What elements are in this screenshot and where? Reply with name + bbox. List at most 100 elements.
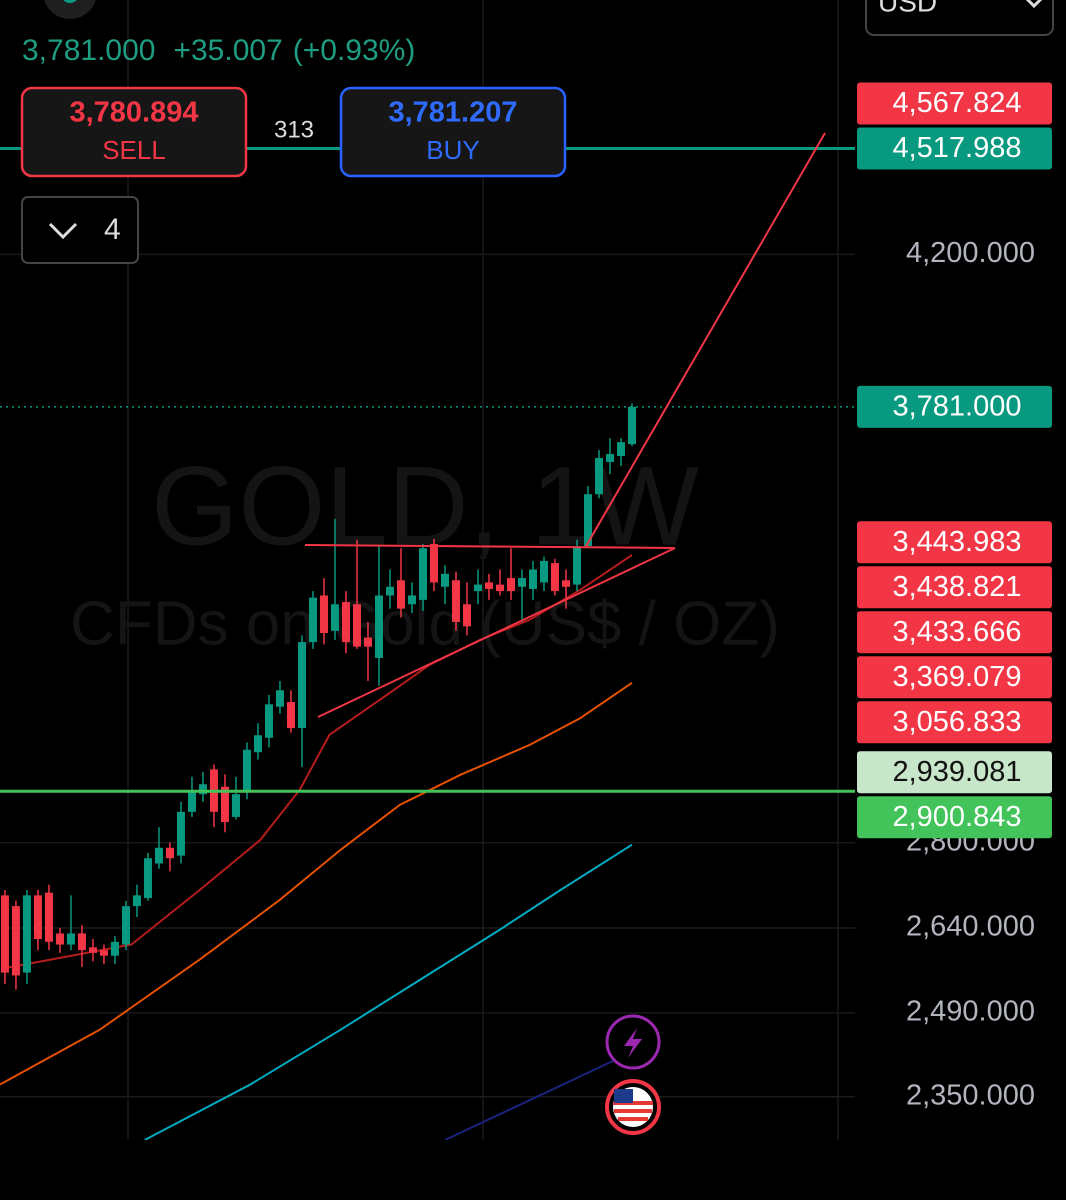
price-label-box xyxy=(857,796,1052,839)
price-label-box xyxy=(857,566,1052,609)
candle-body xyxy=(99,950,108,956)
symbol-dot xyxy=(63,0,77,3)
candle-body xyxy=(165,847,174,859)
price-label: 3,056.833 xyxy=(892,706,1021,738)
candle-body xyxy=(231,794,240,817)
candle-body xyxy=(275,690,284,707)
candle-body xyxy=(451,580,460,622)
candle-body xyxy=(606,454,615,462)
bottom-area xyxy=(0,1140,855,1200)
price-label-box xyxy=(857,385,1052,428)
candle-body xyxy=(528,569,537,589)
candle-body xyxy=(143,858,152,899)
candle-body xyxy=(319,595,328,634)
resistance-line xyxy=(304,544,676,549)
moving-average xyxy=(144,843,633,1141)
candle-body xyxy=(462,604,471,627)
quantity-select[interactable] xyxy=(21,196,139,264)
sell-price: 3,780.894 xyxy=(69,97,198,129)
candle-body xyxy=(264,704,273,738)
candle-body xyxy=(66,933,75,945)
buy-button[interactable] xyxy=(339,86,567,178)
candle-body xyxy=(551,563,560,592)
candle-body xyxy=(242,749,251,792)
currency-select[interactable] xyxy=(865,0,1054,36)
moving-average xyxy=(4,554,633,970)
candle-body xyxy=(440,573,449,587)
candle-body xyxy=(220,786,229,823)
candle-body xyxy=(540,560,549,583)
candle-body xyxy=(330,604,339,631)
candle-body xyxy=(473,584,482,592)
candle-body xyxy=(517,578,526,587)
price-label-box xyxy=(857,611,1052,654)
candle-body xyxy=(286,701,295,729)
price-label: 4,567.824 xyxy=(892,87,1021,119)
candle-body xyxy=(418,548,427,600)
price-label-box xyxy=(857,656,1052,699)
header-price: 3,781.000 +35.007 (+0.93%) xyxy=(22,34,415,67)
candle-body xyxy=(77,933,86,951)
price-label: 4,517.988 xyxy=(892,132,1021,164)
price-label-box xyxy=(857,82,1052,125)
candle-body xyxy=(341,602,350,643)
candle-body xyxy=(495,584,504,592)
y-tick-label: 4,200.000 xyxy=(906,237,1035,269)
price-label: 2,900.843 xyxy=(892,801,1021,833)
candle-body xyxy=(22,895,31,973)
candle-body xyxy=(407,595,416,605)
event-link xyxy=(444,1059,616,1141)
candle-body xyxy=(154,847,163,864)
candle-body xyxy=(584,494,593,547)
candle-body xyxy=(198,784,207,795)
candle-body xyxy=(385,586,394,596)
price-label-box xyxy=(857,127,1052,170)
candle-body xyxy=(628,406,637,445)
symbol-icon[interactable] xyxy=(43,0,97,19)
change: +35.007 xyxy=(173,34,282,67)
candle-body xyxy=(308,597,317,643)
candle-body xyxy=(187,791,196,812)
lightning-icon xyxy=(624,1028,642,1058)
candle-body xyxy=(297,642,306,729)
candle-body xyxy=(562,580,571,587)
candle-body xyxy=(396,580,405,609)
candle-body xyxy=(55,933,64,945)
candle-body xyxy=(617,442,626,457)
y-tick-label: 2,490.000 xyxy=(906,995,1035,1027)
candle-body xyxy=(33,895,42,939)
candle-body xyxy=(595,458,604,495)
target-line xyxy=(584,132,826,549)
watermark-subtitle: CFDs on Gold (US$ / OZ) xyxy=(70,589,780,658)
sell-button[interactable] xyxy=(20,86,248,178)
candle-body xyxy=(11,906,20,976)
candle-body xyxy=(44,892,53,942)
currency-chevron xyxy=(1025,0,1043,9)
support-line xyxy=(317,547,676,718)
candle-body xyxy=(253,735,262,753)
candle-body xyxy=(176,811,185,856)
candle-body xyxy=(88,947,97,953)
change-pct: (+0.93%) xyxy=(293,34,416,67)
candle-body xyxy=(429,543,438,583)
buy-price: 3,781.207 xyxy=(388,97,517,129)
candle-body xyxy=(0,895,9,973)
sell-label: SELL xyxy=(102,135,166,165)
price-label-box xyxy=(857,521,1052,564)
price-label: 3,443.983 xyxy=(892,526,1021,558)
candle-body xyxy=(121,906,130,945)
buy-label: BUY xyxy=(426,135,479,165)
currency: USD xyxy=(878,0,937,17)
price-label: 3,438.821 xyxy=(892,571,1021,603)
price-label-box xyxy=(857,701,1052,744)
y-tick-label: 2,640.000 xyxy=(906,911,1035,943)
price: 3,781.000 xyxy=(22,34,155,67)
moving-average xyxy=(0,681,633,1086)
candle-body xyxy=(484,582,493,589)
candle-body xyxy=(374,595,383,658)
candle-body xyxy=(110,941,119,956)
candle-body xyxy=(506,578,515,592)
candle-body xyxy=(573,546,582,585)
